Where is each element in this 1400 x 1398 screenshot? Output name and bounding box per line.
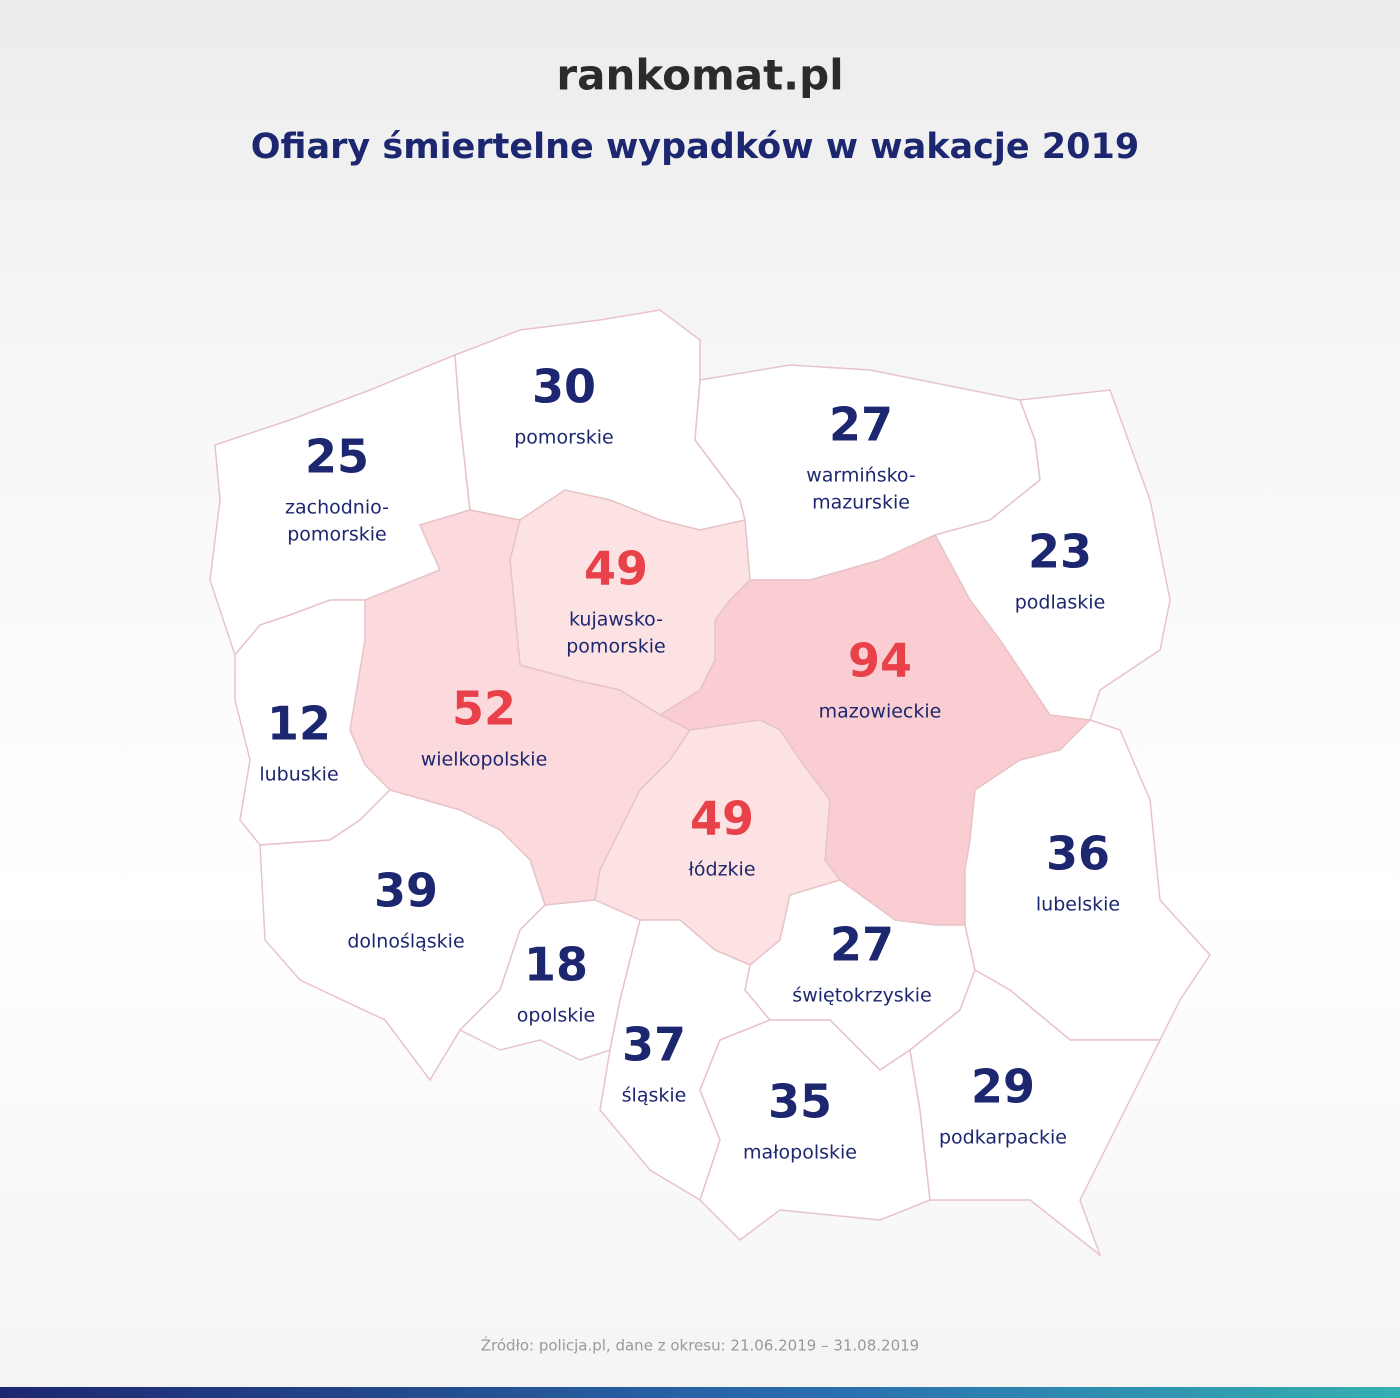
region-name: łódzkie xyxy=(688,859,755,881)
region-value: 27 xyxy=(829,398,893,452)
region-name: zachodnio- xyxy=(285,497,389,519)
region-name: pomorskie xyxy=(566,636,666,658)
region-value: 12 xyxy=(267,697,331,751)
map xyxy=(209,309,1211,1258)
region-name: pomorskie xyxy=(287,524,387,546)
region-name: wielkopolskie xyxy=(421,749,548,771)
region-value: 30 xyxy=(532,360,596,414)
bottom-bar xyxy=(0,1387,1400,1398)
region-name: śląskie xyxy=(622,1085,687,1107)
region-name: małopolskie xyxy=(743,1142,857,1164)
region-value: 49 xyxy=(584,542,648,596)
region-name: pomorskie xyxy=(514,427,614,449)
source: Źródło: policja.pl, dane z okresu: 21.06… xyxy=(481,1336,919,1355)
region-value: 23 xyxy=(1028,525,1092,579)
region-name: warmińsko- xyxy=(806,465,916,487)
region-name: świętokrzyskie xyxy=(792,985,931,1007)
labels: 25 zachodnio-pomorskie 30 pomorskie 27 warmiń… xyxy=(259,360,1120,1164)
region-value: 52 xyxy=(452,682,516,736)
region-name: mazowieckie xyxy=(819,701,942,723)
region-name: mazurskie xyxy=(812,492,910,514)
region-value: 94 xyxy=(848,634,912,688)
region-name: kujawsko- xyxy=(569,609,663,631)
region-name: podlaskie xyxy=(1015,592,1106,614)
region-name: dolnośląskie xyxy=(347,931,464,953)
region-value: 29 xyxy=(971,1060,1035,1114)
region-value: 35 xyxy=(768,1075,832,1129)
region xyxy=(909,968,1162,1258)
region xyxy=(234,599,392,846)
region-value: 39 xyxy=(374,864,438,918)
region-name: podkarpackie xyxy=(939,1127,1067,1149)
logo: rankomat.pl xyxy=(556,51,843,100)
region xyxy=(699,1019,931,1241)
region-name: lubelskie xyxy=(1036,894,1120,916)
region-value: 37 xyxy=(622,1018,686,1072)
region-value: 27 xyxy=(830,918,894,972)
region-name: opolskie xyxy=(517,1005,595,1027)
region-value: 18 xyxy=(524,938,588,992)
region-value: 25 xyxy=(305,430,369,484)
region-value: 36 xyxy=(1046,827,1110,881)
region-name: lubuskie xyxy=(259,764,338,786)
region-value: 49 xyxy=(690,792,754,846)
title: Ofiary śmiertelne wypadków w wakacje 201… xyxy=(251,127,1139,167)
